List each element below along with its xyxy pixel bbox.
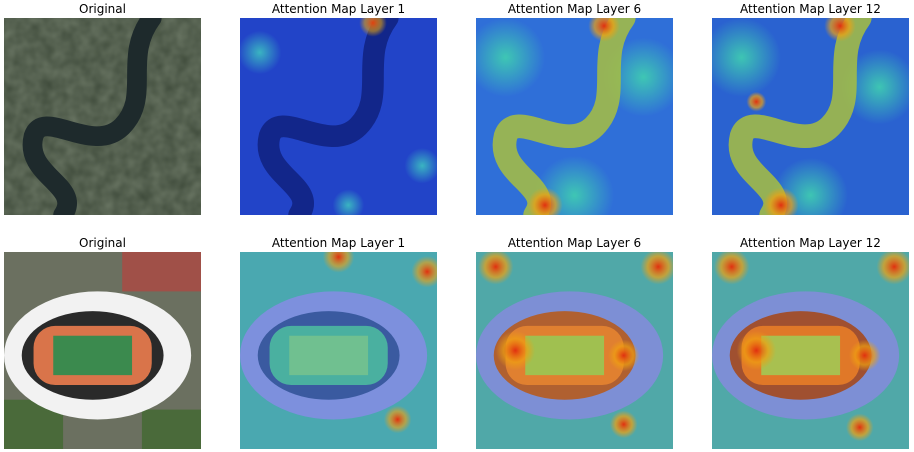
title-original-row2: Original <box>79 236 126 250</box>
river-attention-layer1 <box>240 18 437 215</box>
river-attention-layer12 <box>712 18 909 215</box>
title-layer6-row2: Attention Map Layer 6 <box>507 236 642 250</box>
river-original-image <box>4 18 201 215</box>
title-layer1-row1: Attention Map Layer 1 <box>271 2 406 16</box>
stadium-attention-layer12 <box>712 252 909 449</box>
title-layer6-row1: Attention Map Layer 6 <box>507 2 642 16</box>
title-original-row1: Original <box>79 2 126 16</box>
title-layer1-row2: Attention Map Layer 1 <box>271 236 406 250</box>
stadium-attention-layer6 <box>476 252 673 449</box>
river-attention-layer6 <box>476 18 673 215</box>
stadium-original-image <box>4 252 201 449</box>
title-layer12-row1: Attention Map Layer 12 <box>740 2 881 16</box>
title-layer12-row2: Attention Map Layer 12 <box>740 236 881 250</box>
stadium-attention-layer1 <box>240 252 437 449</box>
